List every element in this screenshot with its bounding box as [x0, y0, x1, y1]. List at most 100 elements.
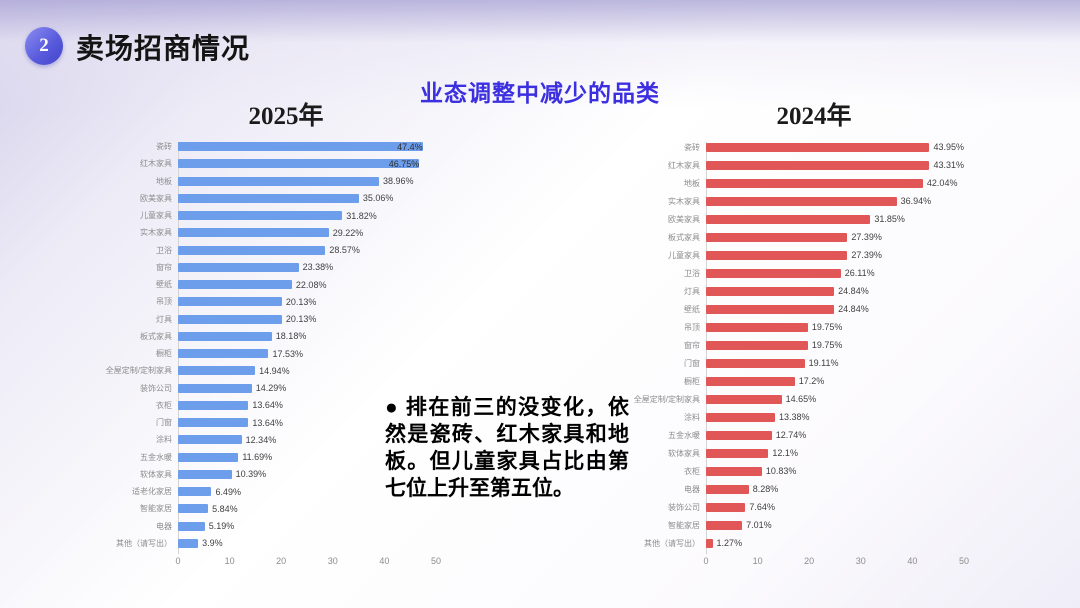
x-axis-tick-label: 10	[752, 556, 763, 566]
category-label: 软体家具	[140, 469, 172, 479]
bar-row: 装饰公司 7.64%	[628, 498, 1000, 516]
value-label: 47.4%	[397, 141, 423, 152]
bar	[178, 331, 272, 341]
bar	[178, 159, 420, 169]
value-label: 42.04%	[926, 178, 958, 188]
category-label: 板式家具	[668, 232, 700, 242]
value-label: 20.13%	[285, 296, 317, 307]
value-label: 13.38%	[779, 412, 810, 422]
bar-track: 27.39%	[706, 228, 964, 246]
bar-track: 20.13%	[178, 311, 436, 328]
chart-plot-area: 瓷砖 47.4% 红木家具 46.75% 地板 38.96% 欧美家具 35.06% 儿童家具 3…	[100, 138, 472, 554]
bar-track: 13.64%	[178, 397, 436, 414]
value-label: 1.27%	[716, 538, 743, 548]
bar-row: 窗帘 19.75%	[628, 336, 1000, 354]
category-label: 瓷砖	[684, 142, 700, 152]
bar-row: 其他（请写出） 1.27%	[628, 534, 1000, 552]
value-label: 14.65%	[785, 394, 817, 404]
value-label: 12.74%	[775, 430, 807, 440]
bar	[178, 142, 423, 152]
bar-track: 13.64%	[178, 414, 436, 431]
bar-track: 7.01%	[706, 516, 964, 534]
bar-row: 红木家具 46.75%	[100, 155, 472, 172]
bar-row: 红木家具 43.31%	[628, 156, 1000, 174]
bar	[178, 418, 249, 428]
bar-track: 13.38%	[706, 408, 964, 426]
bar-chart-2024: 2024年 瓷砖 43.95% 红木家具 43.31% 地板 42.04% 实木家具 36.9…	[628, 100, 1000, 568]
bar-track: 10.39%	[178, 466, 436, 483]
x-axis-tick-label: 10	[224, 556, 235, 566]
category-label: 涂料	[684, 412, 700, 422]
value-label: 14.94%	[259, 365, 290, 376]
bar	[178, 176, 380, 186]
value-label: 18.18%	[275, 331, 307, 342]
bar-track: 19.75%	[706, 336, 964, 354]
bar	[706, 394, 782, 404]
value-label: 13.64%	[252, 417, 283, 428]
value-label: 46.75%	[388, 158, 420, 169]
value-label: 12.1%	[772, 448, 798, 458]
bar	[178, 469, 232, 479]
bar-track: 26.11%	[706, 264, 964, 282]
badge-number: 2	[39, 35, 49, 56]
category-label: 窗帘	[156, 262, 172, 272]
value-label: 12.34%	[245, 434, 277, 445]
category-label: 卫浴	[156, 245, 172, 255]
bar-track: 18.18%	[178, 328, 436, 345]
category-label: 窗帘	[684, 340, 700, 350]
bar-row: 瓷砖 47.4%	[100, 138, 472, 155]
value-label: 35.06%	[362, 193, 394, 204]
bar-track: 8.28%	[706, 480, 964, 498]
bar-track: 43.31%	[706, 156, 964, 174]
category-label: 红木家具	[668, 160, 700, 170]
bar-row: 电器 5.19%	[100, 518, 472, 535]
bar-row: 儿童家具 31.82%	[100, 207, 472, 224]
x-axis-tick-label: 20	[804, 556, 815, 566]
bar-track: 47.4%	[178, 138, 436, 155]
bar-row: 吊顶 20.13%	[100, 293, 472, 310]
category-label: 智能家居	[140, 504, 172, 514]
category-label: 橱柜	[684, 376, 700, 386]
bar-row: 衣柜 10.83%	[628, 462, 1000, 480]
category-label: 吊顶	[684, 322, 700, 332]
value-label: 17.53%	[272, 348, 303, 359]
bar	[178, 193, 359, 203]
bar-row: 全屋定制/定制家具 14.94%	[100, 362, 472, 379]
category-label: 电器	[156, 521, 172, 531]
category-label: 适老化家居	[132, 487, 172, 497]
value-label: 22.08%	[295, 279, 327, 290]
bar-track: 22.08%	[178, 276, 436, 293]
bar-track: 12.1%	[706, 444, 964, 462]
bar-track: 17.2%	[706, 372, 964, 390]
category-label: 橱柜	[156, 349, 172, 359]
category-label: 门窗	[684, 358, 700, 368]
bar	[178, 504, 209, 514]
value-label: 23.38%	[302, 262, 334, 273]
value-label: 7.01%	[746, 520, 772, 530]
bar-track: 20.13%	[178, 293, 436, 310]
value-label: 31.85%	[874, 214, 905, 224]
bar-row: 涂料 12.34%	[100, 431, 472, 448]
bar	[178, 383, 252, 393]
bar-row: 软体家具 12.1%	[628, 444, 1000, 462]
category-label: 儿童家具	[140, 211, 172, 221]
bar-track: 43.95%	[706, 138, 964, 156]
bar	[178, 400, 249, 410]
value-label: 31.82%	[346, 210, 377, 221]
bar-row: 橱柜 17.53%	[100, 345, 472, 362]
value-label: 38.96%	[383, 176, 414, 187]
bar-row: 实木家具 36.94%	[628, 192, 1000, 210]
bar	[178, 211, 343, 221]
bar-track: 14.65%	[706, 390, 964, 408]
value-label: 17.2%	[798, 376, 825, 386]
bar-chart-2025: 2025年 瓷砖 47.4% 红木家具 46.75% 地板 38.96% 欧美家具 35.06…	[100, 100, 472, 568]
category-label: 实木家具	[668, 196, 700, 206]
chart-title-2025: 2025年	[248, 103, 324, 130]
bar	[178, 245, 326, 255]
bar-row: 软体家具 10.39%	[100, 466, 472, 483]
bar	[706, 538, 713, 548]
bar-track: 31.82%	[178, 207, 436, 224]
bar	[178, 349, 269, 359]
bar	[706, 448, 769, 458]
bar	[706, 376, 795, 386]
